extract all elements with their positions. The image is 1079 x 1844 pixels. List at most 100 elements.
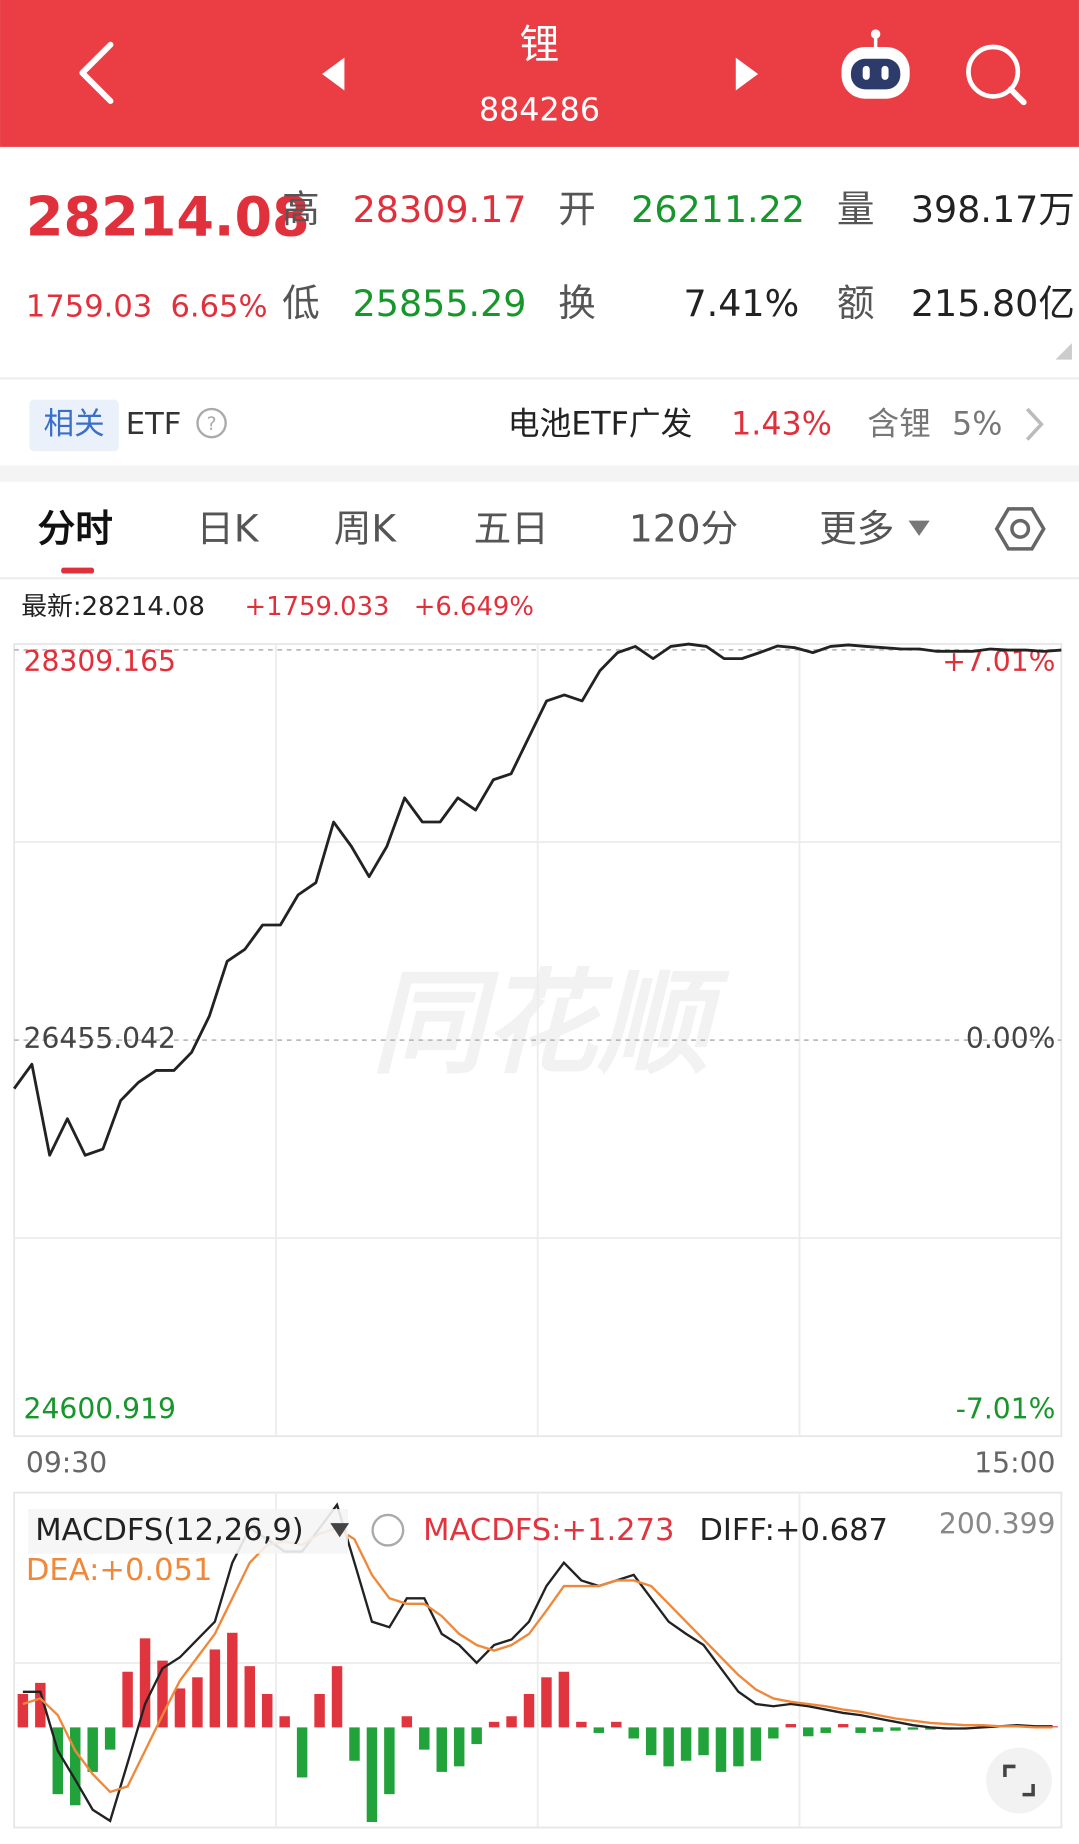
field-label: 额: [837, 281, 875, 325]
settings-button[interactable]: [994, 507, 1046, 551]
field-value: 398.17万: [911, 188, 1075, 231]
y-tick-label: 200.399: [939, 1508, 1056, 1541]
macd-bar: [576, 1721, 587, 1728]
macd-bar: [837, 1724, 849, 1728]
field-label: 低: [282, 281, 320, 325]
fullscreen-button[interactable]: [986, 1747, 1052, 1814]
help-icon: [371, 1513, 405, 1547]
macd-bar: [139, 1638, 151, 1728]
indicator-title[interactable]: MACDFS(12,26,9): [35, 1513, 303, 1548]
macd-bar: [296, 1727, 308, 1778]
macd-bar: [453, 1727, 465, 1767]
macd-line: [22, 1502, 1053, 1823]
field-value: 28309.17: [353, 188, 527, 231]
readout: +6.649%: [414, 592, 534, 622]
field-value: 215.80亿: [911, 282, 1075, 325]
x-tick-label: 09:30: [26, 1446, 107, 1479]
macd-bar: [907, 1727, 919, 1730]
stock-code: 884286: [479, 93, 600, 129]
macd-bar: [785, 1724, 797, 1728]
macd-bar: [855, 1727, 866, 1733]
readout: DIFF:+0.687: [699, 1513, 888, 1548]
macd-line: [22, 1526, 1053, 1794]
y-tick-label: 26455.042: [24, 1022, 176, 1055]
search-button[interactable]: [966, 44, 1027, 106]
watermark: 同花顺: [371, 958, 730, 1090]
macd-bar: [401, 1716, 413, 1728]
macd-bar: [244, 1666, 256, 1728]
etf-change: 1.43%: [731, 406, 832, 442]
macd-bar: [663, 1727, 674, 1767]
macd-bar: [70, 1727, 81, 1806]
macd-bar: [331, 1666, 343, 1728]
macd-bar: [715, 1727, 727, 1772]
macd-bar: [558, 1671, 570, 1728]
macd-bar: [803, 1727, 814, 1737]
macd-bar: [733, 1727, 744, 1767]
readout: DEA:+0.051: [26, 1553, 213, 1588]
macd-bar: [157, 1660, 168, 1728]
macd-bar: [890, 1727, 901, 1731]
next-button[interactable]: [735, 57, 759, 91]
macd-bar: [17, 1693, 29, 1728]
field-value: 25855.29: [353, 282, 527, 325]
macd-bar: [1047, 1726, 1058, 1728]
macd-bar: [872, 1727, 884, 1732]
macd-bar: [488, 1721, 500, 1728]
etf-label: ETF: [126, 407, 182, 442]
macd-bar: [349, 1727, 360, 1761]
macd-bar: [279, 1716, 290, 1728]
macd-bar: [366, 1727, 378, 1822]
macd-bar: [750, 1727, 762, 1761]
macd-bar: [628, 1727, 639, 1739]
assistant-button[interactable]: [841, 29, 910, 99]
macd-bar: [261, 1693, 273, 1728]
macd-bar: [314, 1693, 325, 1728]
stock-name: 锂: [520, 22, 560, 68]
y2-tick-label: 0.00%: [966, 1022, 1056, 1055]
holding-label: 含锂: [867, 406, 930, 442]
macd-bar: [174, 1688, 186, 1728]
y-tick-label: 28309.165: [24, 645, 176, 678]
macd-bar: [192, 1677, 203, 1728]
macd-bar: [645, 1727, 657, 1756]
holding-value: 5%: [952, 406, 1002, 442]
dropdown-icon: [330, 1523, 350, 1538]
etf-badge: 相关: [44, 407, 105, 442]
field-label: 高: [282, 187, 320, 231]
macd-bar: [820, 1727, 831, 1733]
last-price: 28214.08: [26, 186, 310, 249]
x-tick-label: 15:00: [974, 1446, 1055, 1479]
svg-text:?: ?: [207, 414, 217, 435]
tab[interactable]: 更多: [819, 507, 894, 551]
readout: +1759.033: [245, 592, 390, 622]
macd-bar: [419, 1727, 430, 1750]
tab[interactable]: 五日: [474, 507, 549, 551]
macd-bar: [122, 1671, 133, 1728]
macd-bar: [541, 1677, 552, 1728]
macd-bar: [523, 1693, 535, 1728]
price-line: [13, 642, 1062, 1157]
price-change-pct: 6.65%: [170, 289, 267, 324]
tab[interactable]: 分时: [38, 507, 113, 551]
macd-bar: [768, 1727, 779, 1739]
macd-bar: [471, 1727, 482, 1745]
macd-bar: [698, 1727, 709, 1756]
readout: 最新:28214.08: [21, 592, 205, 622]
tab[interactable]: 120分: [629, 507, 738, 551]
macd-bar: [436, 1727, 447, 1772]
readout: MACDFS:+1.273: [423, 1513, 674, 1548]
macd-bar: [52, 1727, 64, 1795]
field-value: 7.41%: [684, 282, 800, 325]
field-label: 量: [837, 187, 875, 231]
tab[interactable]: 周K: [334, 507, 398, 551]
tab[interactable]: 日K: [196, 507, 260, 551]
macd-bar: [227, 1632, 238, 1728]
prev-button[interactable]: [322, 57, 345, 91]
macd-bar: [680, 1727, 692, 1761]
back-button[interactable]: [79, 41, 114, 105]
etf-row[interactable]: 相关 ETF ? 电池ETF广发 1.43% 含锂 5%: [29, 399, 1044, 452]
macd-bar: [506, 1716, 517, 1728]
